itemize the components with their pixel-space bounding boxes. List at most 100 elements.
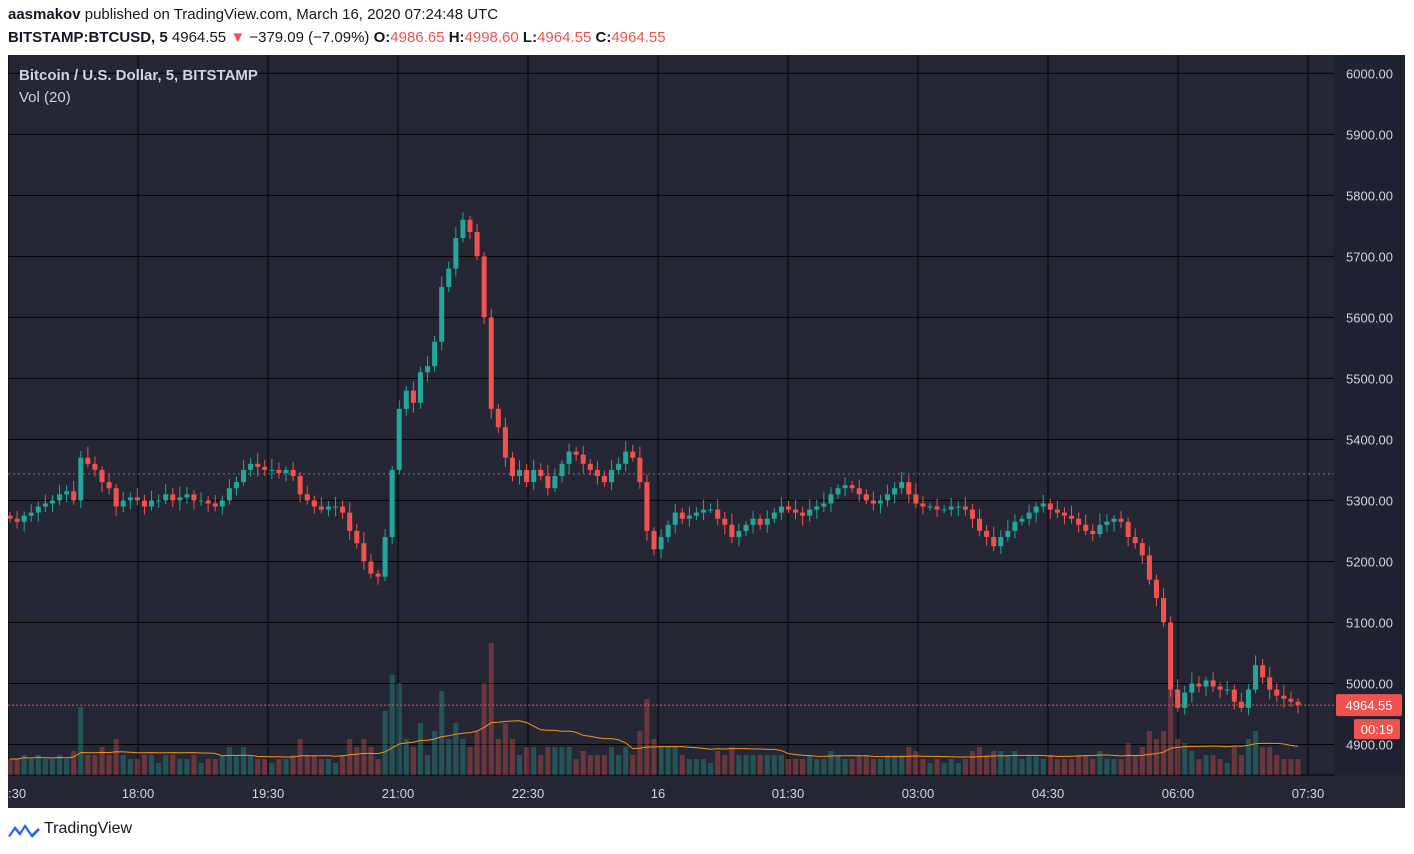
volume-bar: [149, 755, 155, 775]
open-value: 4986.65: [390, 29, 445, 46]
volume-bar: [474, 731, 480, 775]
volume-bar: [1210, 755, 1216, 775]
volume-bar: [488, 643, 494, 775]
volume-bar: [509, 739, 515, 775]
candle-body: [630, 451, 636, 458]
candle-body: [920, 503, 926, 507]
candle-body: [743, 524, 749, 531]
candle-body: [736, 530, 742, 538]
candle-body: [559, 463, 565, 477]
volume-bar: [1146, 731, 1152, 775]
candle-body: [347, 512, 353, 531]
candle-body: [78, 457, 84, 501]
candle-body: [283, 469, 289, 473]
tradingview-logo-icon: [8, 824, 40, 838]
volume-bar: [991, 751, 997, 775]
volume-bar: [446, 739, 452, 775]
candle-body: [1161, 598, 1167, 623]
candle-body: [21, 515, 27, 522]
candle-body: [623, 451, 629, 464]
volume-ma-line: [10, 720, 1299, 760]
candle-body: [609, 469, 615, 483]
candle-body: [807, 509, 813, 516]
volume-legend: Vol (20): [19, 89, 71, 106]
volume-bar: [807, 755, 813, 775]
chart-legend-title: Bitcoin / U.S. Dollar, 5, BITSTAMP: [19, 67, 258, 84]
candle-body: [693, 512, 699, 516]
x-tick-label: 18:00: [122, 786, 155, 801]
candle-body: [686, 515, 692, 519]
volume-bar: [686, 759, 692, 775]
volume-bar: [701, 759, 707, 775]
volume-bar: [1047, 755, 1053, 775]
candle-body: [587, 463, 593, 470]
candles: [8, 212, 1301, 716]
footer-brand[interactable]: TradingView: [8, 820, 132, 838]
chart-area[interactable]: 6000.00 5900.00 5800.00 5700.00 5600.00 5500.…: [8, 55, 1405, 808]
candle-body: [248, 463, 254, 470]
candle-body: [679, 512, 685, 519]
candle-body: [906, 482, 912, 495]
candle-body: [651, 530, 657, 550]
candle-body: [42, 503, 48, 507]
candle-body: [955, 506, 961, 508]
author-name[interactable]: aasmakov: [8, 6, 81, 23]
candle-body: [849, 485, 855, 489]
candle-body: [1288, 698, 1294, 702]
candle-body: [488, 317, 494, 409]
candle-body: [241, 469, 247, 483]
candle-body: [757, 518, 763, 525]
candle-body: [509, 457, 515, 477]
volume-bar: [800, 759, 806, 775]
x-tick-label: 22:30: [512, 786, 545, 801]
candle-body: [1118, 518, 1124, 522]
candle-body: [998, 537, 1004, 547]
volume-bar: [877, 759, 883, 775]
volume-bar: [347, 739, 353, 775]
volume-bar: [934, 759, 940, 775]
volume-bar: [354, 747, 360, 775]
candle-body: [1168, 622, 1174, 690]
volume-bar: [764, 755, 770, 775]
candle-body: [778, 506, 784, 513]
candle-body: [842, 485, 848, 489]
candle-body: [35, 506, 41, 513]
volume-bar: [785, 759, 791, 775]
x-tick-label: :30: [8, 786, 26, 801]
volume-bar: [870, 759, 876, 775]
volume-bar: [531, 747, 537, 775]
candle-body: [863, 494, 869, 501]
volume-bar: [297, 739, 303, 775]
volume-bar: [885, 755, 891, 775]
volume-bar: [1033, 755, 1039, 775]
candle-body: [453, 238, 459, 269]
y-tick-label: 5800.00: [1346, 188, 1393, 203]
volume-bar: [1076, 755, 1082, 775]
volume-bar: [609, 747, 615, 775]
down-arrow-icon: ▼: [230, 29, 246, 46]
volume-bar: [1061, 759, 1067, 775]
candle-body: [962, 506, 968, 510]
price-chart[interactable]: 6000.00 5900.00 5800.00 5700.00 5600.00 5500.…: [8, 55, 1405, 808]
candle-body: [913, 494, 919, 504]
volume-bar: [644, 699, 650, 775]
volume-bar: [849, 759, 855, 775]
volume-bar: [693, 759, 699, 775]
candle-body: [269, 469, 275, 471]
volume-bar: [156, 763, 162, 775]
volume-bar: [1203, 755, 1209, 775]
volume-bar: [1097, 751, 1103, 775]
volume-bar: [913, 751, 919, 775]
volume-bar: [198, 763, 204, 775]
volume-bar: [120, 755, 126, 775]
price-axis: [1334, 55, 1405, 775]
volume-bar: [85, 755, 91, 775]
volume-bar: [545, 747, 551, 775]
volume-bar: [1132, 755, 1138, 775]
candle-body: [708, 509, 714, 511]
low-value: 4964.55: [537, 29, 592, 46]
candle-body: [715, 509, 721, 519]
candle-body: [290, 469, 296, 477]
volume-bar: [948, 759, 954, 775]
candle-body: [1139, 543, 1145, 556]
